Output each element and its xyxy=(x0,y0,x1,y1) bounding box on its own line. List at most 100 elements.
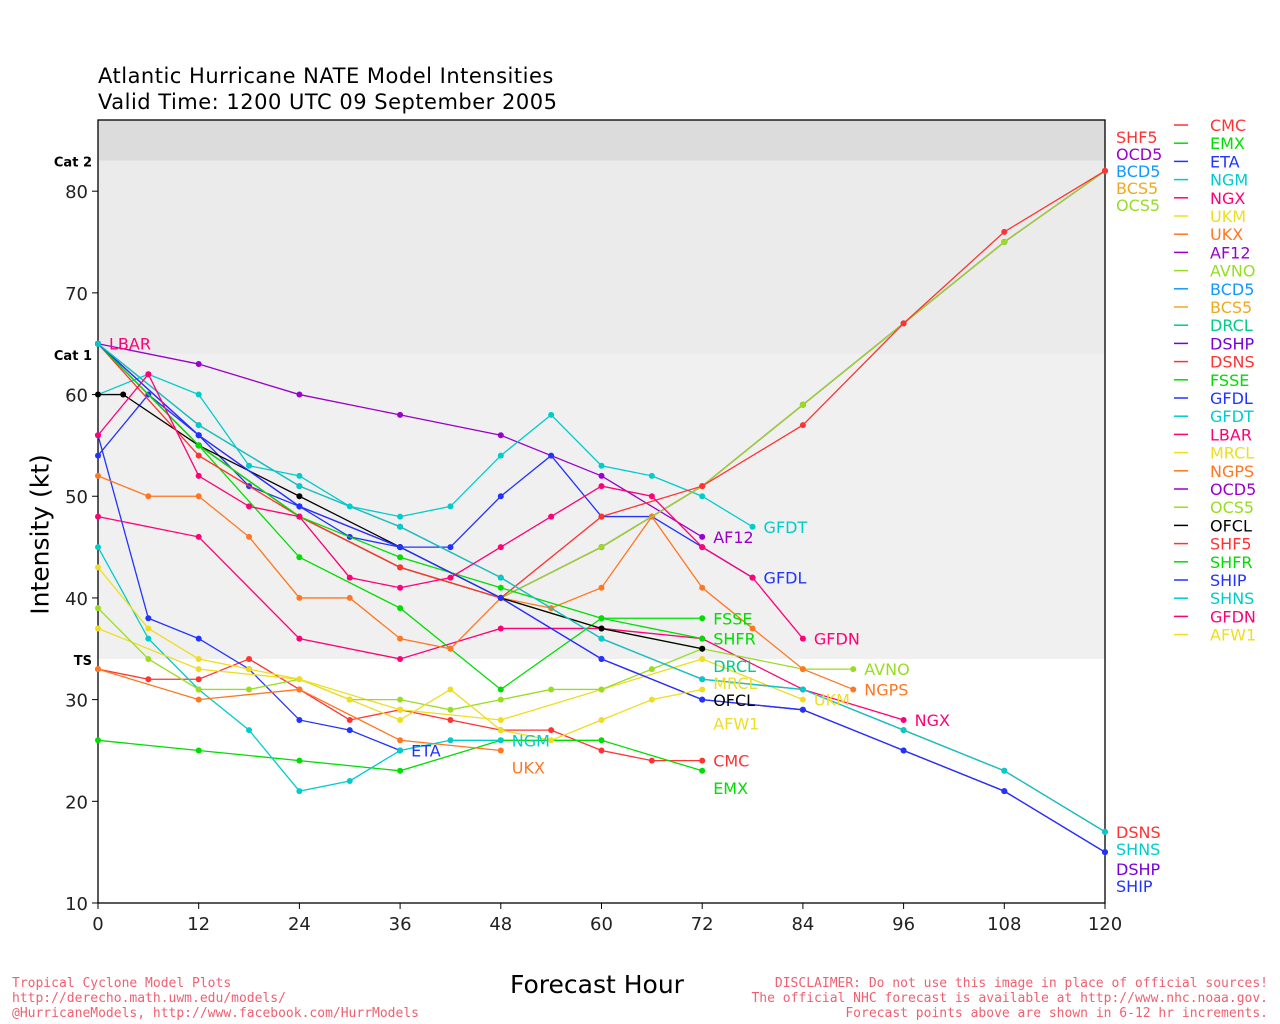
data-point-avno xyxy=(548,686,555,693)
data-point-ngps xyxy=(447,645,454,652)
data-point-gfdn xyxy=(346,574,353,581)
chart-subtitle: Valid Time: 1200 UTC 09 September 2005 xyxy=(98,90,558,114)
data-point-ngm xyxy=(296,788,303,795)
series-end-label: UKX xyxy=(512,758,545,777)
data-point-gfdt xyxy=(699,493,706,500)
data-point-gfdt xyxy=(648,472,655,479)
data-point-shns xyxy=(1102,828,1108,835)
data-point-cmc xyxy=(145,676,152,683)
series-end-label: NGM xyxy=(512,731,550,750)
legend-entry: ETA xyxy=(1210,152,1240,171)
x-tick-label: 12 xyxy=(187,914,210,935)
series-end-label: UKM xyxy=(814,691,850,710)
data-point-ship xyxy=(699,696,706,703)
data-point-avno xyxy=(648,666,655,673)
footer-right-line: Forecast points above are shown in 6-12 … xyxy=(845,1006,1268,1021)
data-point-avno xyxy=(246,686,253,693)
data-point-avno xyxy=(195,686,202,693)
data-point-gfdn xyxy=(246,503,253,510)
data-point-gfdl xyxy=(95,452,101,459)
footer-left-line: http://derecho.math.uwm.edu/models/ xyxy=(12,991,286,1006)
x-tick-label: 36 xyxy=(389,914,412,935)
data-point-ofcl xyxy=(95,391,101,398)
data-point-shf5 xyxy=(900,320,907,327)
legend-entry: DSNS xyxy=(1210,353,1255,372)
data-point-cmc xyxy=(548,727,555,734)
data-point-gfdt xyxy=(548,411,555,418)
data-point-cmc xyxy=(699,757,706,764)
data-point-ukm xyxy=(397,706,404,713)
data-point-shns xyxy=(397,523,404,530)
series-end-label: GFDL xyxy=(764,569,807,588)
series-end-label: OFCL xyxy=(713,691,755,710)
series-end-label: ETA xyxy=(411,741,441,760)
data-point-shns xyxy=(900,727,907,734)
series-line-ofcl xyxy=(98,393,703,650)
category-band xyxy=(98,160,1105,354)
category-band xyxy=(98,120,1105,161)
series-end-label: NGX xyxy=(915,711,950,730)
series-end-label: BCS5 xyxy=(1116,179,1158,198)
x-tick-label: 60 xyxy=(590,914,613,935)
data-point-ocs5 xyxy=(799,401,806,408)
legend-entry: OCS5 xyxy=(1210,498,1254,517)
data-point-avno xyxy=(95,605,101,612)
data-point-af12 xyxy=(598,472,605,479)
legend-entry: GFDL xyxy=(1210,389,1253,408)
data-point-ngps xyxy=(850,686,857,693)
data-point-ofcl xyxy=(699,645,706,652)
legend-entry: AFW1 xyxy=(1210,626,1256,645)
legend-entry: GFDT xyxy=(1210,407,1254,426)
data-point-afw1 xyxy=(699,686,706,693)
data-point-ngps xyxy=(296,594,303,601)
data-point-gfdn xyxy=(145,371,152,378)
data-point-ngx xyxy=(296,635,303,642)
data-point-ngx xyxy=(195,533,202,540)
data-point-fsse xyxy=(699,615,706,622)
legend-entry: DRCL xyxy=(1210,316,1253,335)
footer-right-line: The official NHC forecast is available a… xyxy=(751,991,1268,1006)
data-point-shf5 xyxy=(1102,167,1108,174)
data-point-ukm xyxy=(497,716,504,723)
footer-right: DISCLAIMER: Do not use this image in pla… xyxy=(751,976,1268,1021)
footer-left-line: Tropical Cyclone Model Plots xyxy=(12,976,232,991)
series-end-label: GFDN xyxy=(814,630,860,649)
data-point-ngps xyxy=(346,594,353,601)
data-point-gfdn xyxy=(799,635,806,642)
data-point-avno xyxy=(145,655,152,662)
y-tick-label: 50 xyxy=(65,487,88,508)
series-end-label: SHNS xyxy=(1116,840,1160,859)
y-tick-label: 60 xyxy=(65,386,88,407)
data-point-emx xyxy=(195,747,202,754)
legend-entry: NGM xyxy=(1210,171,1248,190)
data-point-shfr xyxy=(699,635,706,642)
data-point-gfdn xyxy=(95,432,101,439)
data-point-ngm xyxy=(346,777,353,784)
data-point-gfdt xyxy=(246,462,253,469)
data-point-ngps xyxy=(195,493,202,500)
data-point-ngps xyxy=(749,625,756,632)
y-axis-label: Intensity (kt) xyxy=(25,454,55,615)
data-point-ngps xyxy=(699,584,706,591)
data-point-ukx xyxy=(95,666,101,673)
data-point-gfdn xyxy=(397,584,404,591)
data-point-cmc xyxy=(195,676,202,683)
data-point-shns xyxy=(699,676,706,683)
data-point-ukm xyxy=(195,666,202,673)
y-tick-label: 80 xyxy=(65,182,88,203)
data-point-shns xyxy=(799,686,806,693)
data-point-emx xyxy=(95,737,101,744)
series-end-label: SHIP xyxy=(1116,877,1153,896)
data-point-avno xyxy=(598,686,605,693)
data-point-ship xyxy=(195,432,202,439)
data-point-shf5 xyxy=(397,564,404,571)
series-end-label: DSNS xyxy=(1116,823,1161,842)
data-point-ngx xyxy=(397,655,404,662)
data-point-shf5 xyxy=(195,452,202,459)
x-tick-label: 96 xyxy=(892,914,915,935)
series-end-label: SHF5 xyxy=(1116,128,1158,147)
data-point-shns xyxy=(95,340,101,347)
y-tick-label: 10 xyxy=(65,894,88,915)
y-tick-label: 20 xyxy=(65,792,88,813)
legend-entry: CMC xyxy=(1210,116,1246,135)
